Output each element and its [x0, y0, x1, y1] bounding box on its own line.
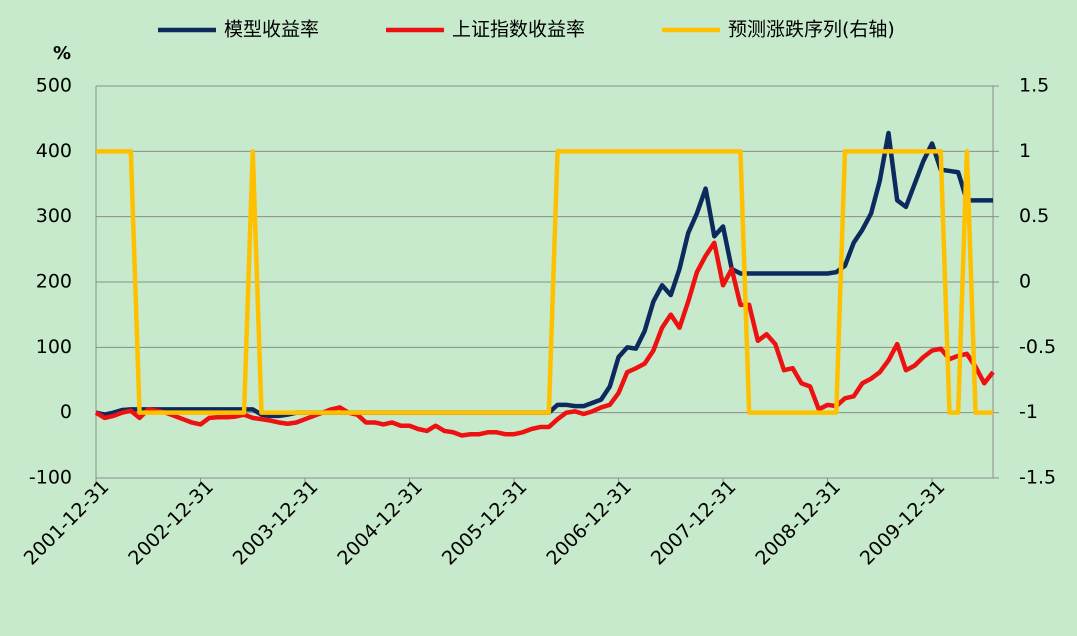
y2-tick-label: 1 — [1019, 140, 1031, 162]
series-line — [94, 240, 995, 438]
y2-tick-label: 0.5 — [1019, 205, 1049, 227]
y2-tick-label: -1.5 — [1019, 467, 1056, 489]
y2-tick-label: 0 — [1019, 271, 1031, 293]
y-tick-label: 100 — [36, 336, 72, 358]
y2-tick-label: -1 — [1019, 401, 1038, 423]
y2-tick-label: -0.5 — [1019, 336, 1056, 358]
y2-tick-label: 1.5 — [1019, 75, 1049, 97]
legend-label: 模型收益率 — [224, 19, 319, 41]
y-tick-label: 300 — [36, 205, 72, 227]
y-tick-label: 200 — [36, 271, 72, 293]
y-tick-label: 500 — [36, 75, 72, 97]
legend-label: 预测涨跌序列(右轴) — [728, 19, 895, 41]
y-tick-label: 0 — [60, 401, 72, 423]
y-tick-label: 400 — [36, 140, 72, 162]
y-axis-title: % — [53, 43, 71, 64]
series-line — [96, 149, 993, 415]
legend-label: 上证指数收益率 — [452, 19, 585, 41]
y-tick-label: -100 — [29, 467, 72, 489]
